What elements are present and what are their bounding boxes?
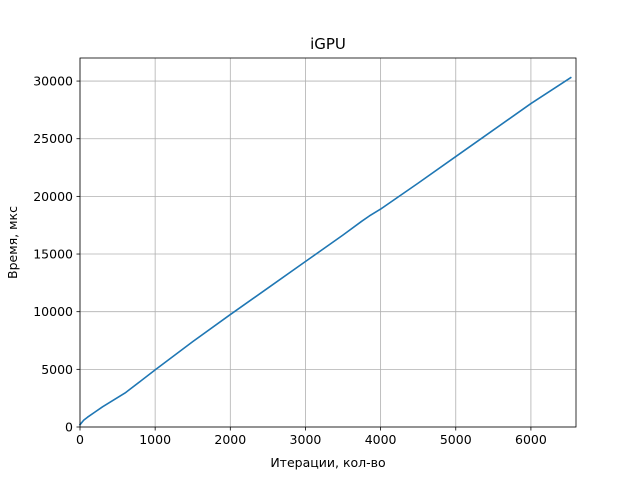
y-axis-label: Время, мкс xyxy=(5,206,20,279)
x-tick-label: 4000 xyxy=(365,432,397,447)
x-tick-label: 2000 xyxy=(214,432,246,447)
series-line xyxy=(78,76,572,426)
y-tick-label: 20000 xyxy=(33,189,73,204)
chart-title: iGPU xyxy=(310,35,346,53)
y-tick-label: 25000 xyxy=(33,131,73,146)
grid xyxy=(79,58,576,428)
y-tick-label: 30000 xyxy=(33,74,73,89)
y-tick-label: 15000 xyxy=(33,247,73,262)
series-layer xyxy=(78,76,572,426)
x-tick-label: 1000 xyxy=(139,432,171,447)
x-axis-ticks: 0 1000 2000 3000 4000 5000 6000 xyxy=(76,427,547,447)
x-tick-label: 0 xyxy=(76,432,84,447)
x-tick-label: 6000 xyxy=(515,432,547,447)
y-axis-ticks: 0 5000 10000 15000 20000 25000 30000 xyxy=(33,74,80,435)
y-tick-label: 5000 xyxy=(41,362,73,377)
x-tick-label: 5000 xyxy=(440,432,472,447)
plot-frame xyxy=(79,57,577,428)
x-tick-label: 3000 xyxy=(290,432,322,447)
y-tick-label: 0 xyxy=(65,420,73,435)
x-axis-label: Итерации, кол-во xyxy=(270,455,385,470)
y-tick-label: 10000 xyxy=(33,304,73,319)
